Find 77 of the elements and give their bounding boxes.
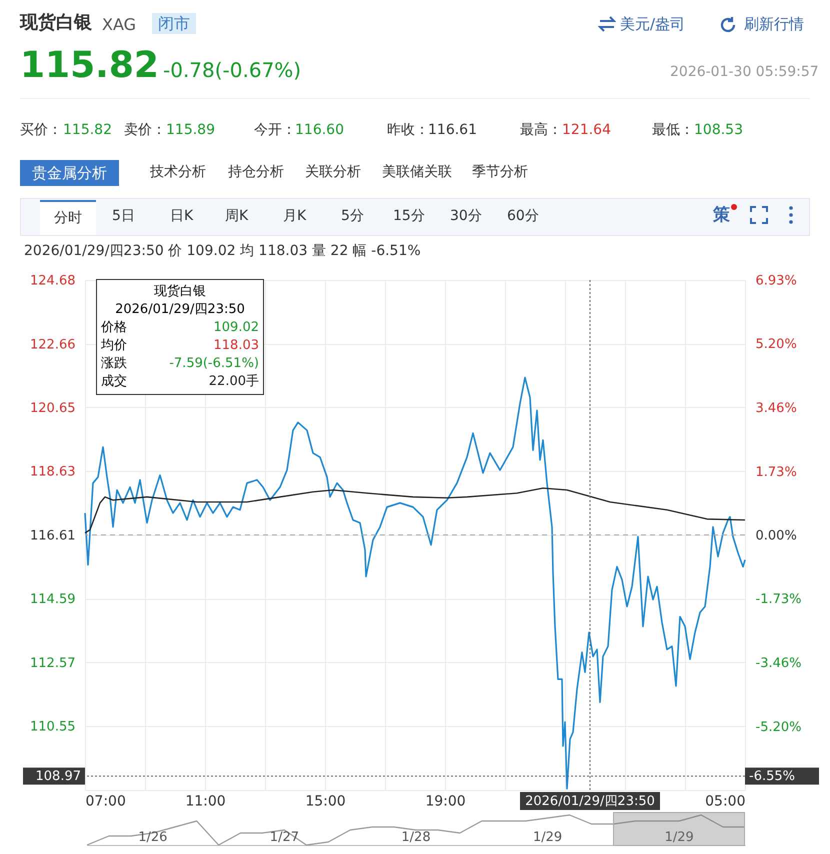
y-tick-label: 112.57 [30,656,76,671]
text: 卖价： [124,122,166,139]
x-tick-label: 07:00 [86,794,126,810]
text: 115.89 [166,122,215,139]
annotation: 1/27 [270,830,299,845]
text: 刷新行情 [744,15,804,33]
annotation: 109.02 [214,319,259,337]
text: 贵金属分析 [20,160,119,186]
y-tick-label: 122.66 [30,337,76,352]
y2-tick-label: 6.93% [756,274,797,288]
text: 5分 [341,208,364,225]
text: 今开： [254,122,296,139]
x-tick-label: 11:00 [185,794,226,810]
chart-subtitle: 2026/01/29/四23:50 价 109.02 均 118.03 量 22 幅 -6.51% [24,243,421,260]
text: 116.60 [295,122,344,139]
y-tick-label: 110.55 [30,720,76,735]
text: 美元/盎司 [620,15,686,33]
y2-tick-label: 0.00% [756,528,797,544]
text: 技术分析 [150,164,206,181]
text: 15分 [393,208,425,225]
text: 分时 [40,200,96,235]
annotation: 现货白银 [153,283,207,301]
ref-line-label: 2026/01/29/四23:50 [525,794,655,809]
y-tick-label: 124.68 [30,274,76,288]
text: -6.55% [749,769,795,784]
text: 30分 [450,208,482,225]
text: 闭市 [152,13,196,34]
text: 60分 [507,208,539,225]
text: 季节分析 [472,164,528,181]
text: 月K [283,208,306,225]
x-tick-label: 05:00 [705,794,746,810]
y-tick-label: 114.59 [30,592,76,608]
text: 策 [713,205,730,226]
text: 美联储关联 [382,164,452,181]
text: 现货白银 [20,12,92,34]
x-tick-label: 15:00 [305,794,346,810]
y2-tick-label: -1.73% [756,592,802,608]
y2-tick-label: -5.20% [756,720,802,735]
x-tick-label: 19:00 [425,794,466,810]
text: 日K [170,208,194,225]
annotation: 1/29 [533,830,562,845]
annotation: 1/26 [138,830,168,845]
text: 108.53 [694,122,743,139]
annotation: 价格 [101,319,127,337]
text: 最高： [520,122,562,139]
annotation: 1/29 [664,830,694,845]
text: 2026-01-30 05:59:57 [670,64,819,81]
annotation: -7.59(-6.51%) [169,355,259,373]
text: 115.82 [20,44,159,88]
annotation: 涨跌 [101,355,127,373]
annotation: 22.00手 [208,373,259,391]
line-series [84,487,746,534]
text: 最低： [652,122,694,139]
y2-tick-label: 3.46% [756,401,797,416]
text: 116.61 [428,122,477,139]
annotation: 118.03 [214,337,259,355]
text: 121.64 [562,122,611,139]
text: XAG [102,15,136,34]
text: 昨收： [387,122,429,139]
text: 5日 [112,208,135,225]
annotation: 成交 [101,373,127,391]
y2-tick-label: 5.20% [756,337,797,352]
annotation: 1/28 [401,830,431,845]
annotation: 均价 [101,337,127,355]
y-tick-label: 118.63 [30,464,76,480]
annotation: 2026/01/29/四23:50 [114,301,246,319]
y-tick-label: 116.61 [30,528,76,544]
text: 周K [225,208,248,225]
text: 买价： [20,122,62,139]
ref-line-label: 108.97 [36,769,81,784]
y-tick-label: 120.65 [30,400,76,416]
text: -0.78(-0.67%) [163,58,302,82]
y2-tick-label: 1.73% [756,464,797,480]
text: 持仓分析 [228,164,284,181]
text: 关联分析 [305,164,361,181]
y2-tick-label: -3.46% [756,656,802,671]
text: 115.82 [63,122,112,139]
